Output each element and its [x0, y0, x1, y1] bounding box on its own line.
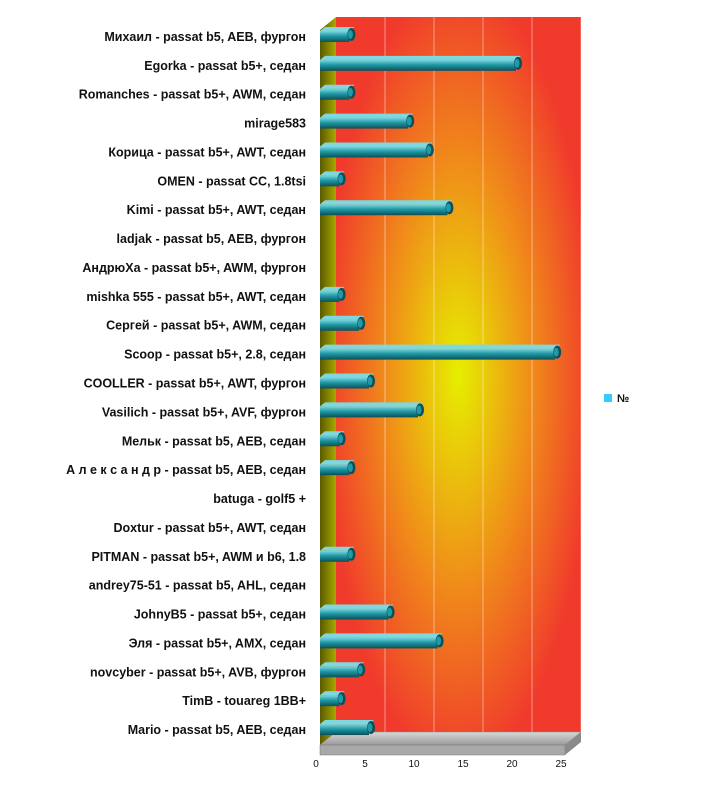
category-label: JohnyB5 - passat b5+, седан [134, 608, 306, 622]
category-label: OMEN - passat CC, 1.8tsi [157, 174, 306, 188]
bar [320, 402, 424, 418]
bar [320, 604, 395, 620]
category-label: COOLLER - passat b5+, AWT, фургон [84, 377, 306, 391]
category-label: Эля - passat b5+, AMX, седан [129, 636, 306, 650]
bar [320, 344, 562, 360]
legend: № [604, 393, 629, 405]
category-label: Scoop - passat b5+, 2.8, седан [124, 348, 306, 362]
category-labels: Михаил - passat b5, AEB, фургон Egorka - … [66, 30, 306, 737]
category-label: mishka 555 - passat b5+, AWT, седан [86, 290, 306, 304]
legend-swatch [604, 394, 612, 402]
bar [320, 200, 454, 216]
bar [320, 142, 434, 158]
bar [320, 662, 366, 678]
bar [320, 113, 415, 129]
x-tick-label: 0 [313, 759, 319, 770]
category-label: АндрюХа - passat b5+, AWM, фургон [82, 261, 306, 275]
bars [320, 26, 562, 736]
bar [320, 286, 346, 302]
category-label: andrey75-51 - passat b5, AHL, седан [89, 579, 306, 593]
category-label: mirage583 [244, 117, 306, 131]
bar [320, 633, 444, 649]
x-tick-label: 25 [555, 759, 567, 770]
x-axis-ticks: 0 5 10 15 20 25 [313, 759, 567, 770]
category-label: Doxtur - passat b5+, AWT, седан [113, 521, 306, 535]
x-tick-label: 15 [457, 759, 469, 770]
bar [320, 546, 356, 562]
category-label: Мельк - passat b5, AEB, седан [122, 434, 306, 448]
bar [320, 720, 375, 736]
legend-label: № [617, 393, 629, 405]
x-tick-label: 20 [506, 759, 518, 770]
category-label: Mario - passat b5, AEB, седан [128, 723, 306, 737]
category-label: novcyber - passat b5+, AVB, фургон [90, 665, 306, 679]
category-label: Vasilich - passat b5+, AVF, фургон [102, 405, 306, 419]
bar [320, 84, 356, 100]
category-label: Romanches - passat b5+, AWM, седан [79, 88, 306, 102]
bar [320, 26, 356, 42]
category-label: TimB - touareg 1BB+ [182, 694, 306, 708]
x-tick-label: 5 [362, 759, 368, 770]
category-label: PITMAN - passat b5+, AWM и b6, 1.8 [91, 550, 306, 564]
category-label: Egorka - passat b5+, седан [144, 59, 306, 73]
category-label: batuga - golf5 + [213, 492, 306, 506]
chart-floor-side [565, 732, 581, 755]
bar [320, 373, 375, 389]
x-tick-label: 10 [408, 759, 420, 770]
category-label: ladjak - passat b5, AEB, фургон [117, 232, 306, 246]
gridlines [384, 17, 582, 732]
category-label: Сергей - passat b5+, AWM, седан [106, 319, 306, 333]
category-label: Kimi - passat b5+, AWT, седан [127, 203, 306, 217]
chart-floor-front [319, 744, 566, 756]
category-label: Корица - passat b5+, AWT, седан [108, 145, 306, 159]
bar [320, 315, 366, 331]
bar [320, 691, 346, 707]
category-label: А л е к с а н д р - passat b5, AEB, седа… [66, 463, 306, 477]
category-label: Михаил - passat b5, AEB, фургон [104, 30, 306, 44]
bar [320, 171, 346, 187]
bar [320, 55, 522, 71]
bar [320, 460, 356, 476]
bar [320, 431, 346, 447]
